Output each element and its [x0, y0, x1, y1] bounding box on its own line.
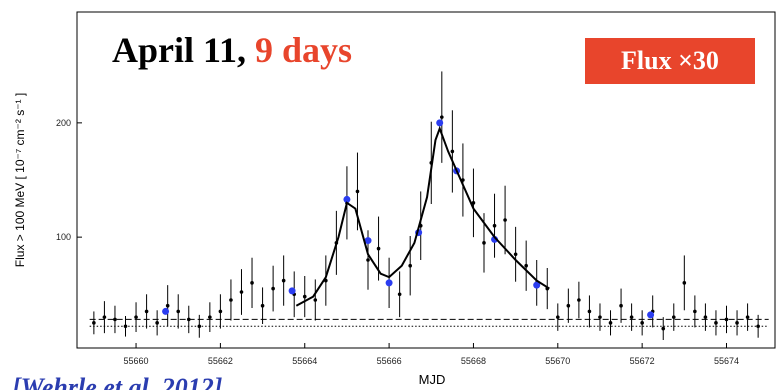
data-point — [524, 263, 528, 268]
x-tick-label: 55662 — [208, 356, 233, 366]
data-point — [239, 290, 244, 294]
data-point — [555, 315, 560, 319]
x-tick-label: 55674 — [714, 356, 739, 366]
data-point — [134, 315, 138, 319]
data-point — [281, 278, 286, 283]
data-point — [208, 315, 212, 319]
data-point — [640, 321, 644, 325]
blue-point — [647, 311, 655, 319]
x-axis-label: MJD — [419, 372, 446, 387]
x-tick-label: 55670 — [545, 356, 570, 366]
badge: Flux ×30 — [621, 46, 719, 75]
y-tick-label: 100 — [56, 232, 71, 242]
title-text: April 11, — [112, 30, 246, 70]
blue-point — [343, 195, 351, 203]
blue-point — [364, 237, 372, 245]
data-point — [92, 321, 96, 325]
data-point — [608, 321, 613, 325]
data-point — [260, 303, 265, 308]
data-point — [513, 252, 518, 257]
y-axis-label: Flux > 100 MeV [ 10⁻⁷ cm⁻² s⁻¹ ] — [13, 93, 27, 267]
x-tick-label: 55664 — [292, 356, 317, 366]
data-point — [408, 263, 412, 268]
data-point — [693, 309, 697, 314]
data-point — [376, 246, 381, 251]
data-point — [313, 298, 318, 302]
data-point — [271, 286, 275, 291]
x-tick-label: 55660 — [124, 356, 149, 366]
blue-point — [436, 119, 444, 127]
data-point — [724, 317, 729, 322]
chart-title: April 11, 9 days — [112, 30, 352, 70]
data-point — [397, 292, 402, 297]
data-point — [735, 321, 739, 325]
data-point — [102, 315, 107, 319]
data-point — [355, 189, 360, 194]
data-point — [492, 223, 497, 228]
data-point — [482, 241, 486, 245]
data-point — [471, 201, 476, 205]
data-point — [113, 317, 117, 322]
data-point — [671, 315, 676, 319]
data-point — [155, 321, 159, 325]
data-point — [587, 309, 592, 314]
data-point — [714, 321, 718, 325]
data-point — [229, 298, 233, 302]
badge-box — [585, 38, 755, 84]
blue-point — [288, 287, 296, 295]
data-point — [144, 309, 149, 314]
data-point — [218, 309, 223, 314]
fit-curve — [295, 125, 550, 307]
blue-point — [385, 279, 393, 287]
data-point — [250, 281, 254, 285]
data-point — [197, 324, 202, 329]
data-point — [661, 326, 666, 331]
data-point — [165, 303, 170, 308]
title-highlight: 9 days — [255, 30, 352, 70]
data-point — [598, 315, 602, 319]
data-point — [440, 115, 444, 119]
citation: [Wehrle et al. 2012] — [12, 373, 222, 390]
data-point — [703, 315, 708, 319]
data-point — [577, 298, 581, 302]
blue-point — [533, 281, 541, 289]
data-point — [566, 303, 571, 308]
data-point — [745, 315, 750, 319]
blue-point — [162, 307, 170, 315]
data-point — [176, 309, 181, 314]
data-point — [682, 281, 687, 285]
data-point — [503, 218, 507, 222]
x-tick-label: 55668 — [461, 356, 486, 366]
data-point — [186, 317, 191, 322]
data-point — [619, 303, 623, 308]
plot-frame — [76, 11, 776, 349]
data-point — [302, 294, 307, 299]
data-point — [450, 149, 455, 154]
y-tick-label: 200 — [56, 118, 71, 128]
data-point — [629, 315, 634, 319]
x-tick-label: 55666 — [377, 356, 402, 366]
data-point — [123, 324, 128, 329]
data-point — [366, 258, 370, 262]
data-point — [756, 324, 760, 329]
x-tick-label: 55672 — [630, 356, 655, 366]
